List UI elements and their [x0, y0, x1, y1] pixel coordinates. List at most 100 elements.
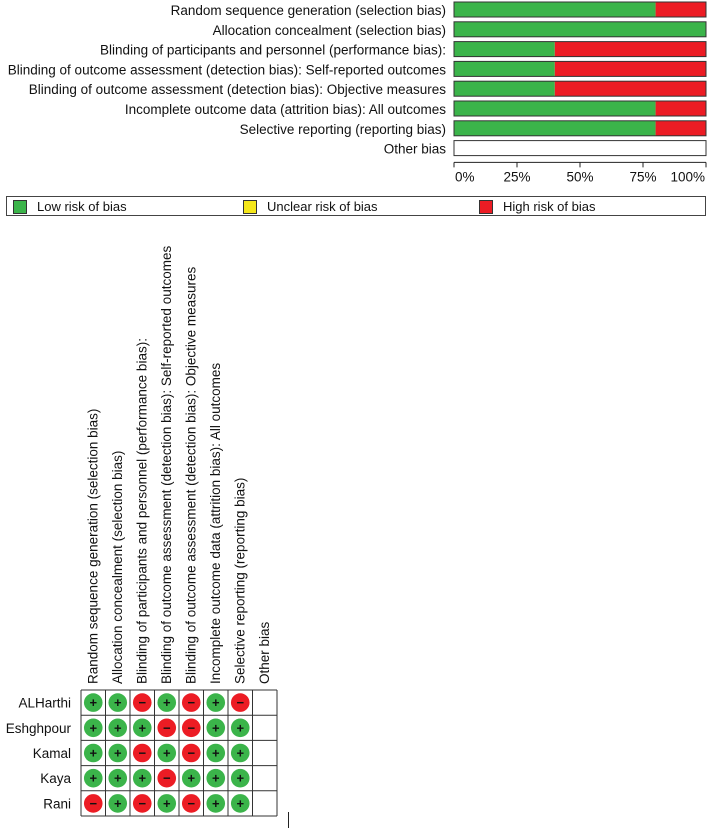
- judgement-symbol: +: [114, 746, 122, 761]
- low-risk-circle: [157, 794, 177, 813]
- summary-bar-segment: [554, 61, 706, 77]
- legend-item-unclear: Unclear risk of bias: [243, 199, 378, 214]
- high-risk-circle: [181, 693, 201, 712]
- summary-bar-segment: [454, 81, 555, 97]
- low-risk-circle: [206, 768, 226, 788]
- summary-category-label: Blinding of outcome assessment (detectio…: [8, 62, 446, 77]
- judgement-symbol: −: [236, 695, 244, 710]
- judgement-symbol: +: [89, 771, 97, 786]
- legend-item-high: High risk of bias: [479, 199, 595, 214]
- summary-bar-segment: [554, 41, 706, 57]
- summary-x-tick-label: 25%: [503, 169, 530, 184]
- judgement-symbol: +: [114, 796, 122, 811]
- legend-label-low: Low risk of bias: [37, 199, 127, 214]
- judgement-symbol: +: [163, 796, 171, 811]
- legend-swatch-low: [13, 199, 27, 214]
- summary-bar-outline: [453, 140, 707, 157]
- low-risk-circle: [83, 743, 103, 763]
- traffic-column-label: Blinding of participants and personnel (…: [134, 338, 149, 684]
- summary-category-label: Selective reporting (reporting bias): [240, 122, 446, 137]
- summary-bar-outline: [453, 60, 707, 77]
- summary-category-label: Incomplete outcome data (attrition bias)…: [125, 102, 446, 117]
- summary-bar-segment: [454, 101, 656, 116]
- summary-category-label: Random sequence generation (selection bi…: [171, 3, 446, 18]
- high-risk-circle: [132, 743, 152, 763]
- judgement-symbol: +: [114, 695, 122, 710]
- judgement-symbol: +: [187, 771, 195, 786]
- legend-label-unclear: Unclear risk of bias: [267, 199, 378, 214]
- low-risk-circle: [230, 718, 250, 738]
- judgement-symbol: +: [114, 771, 122, 786]
- summary-bar-outline: [453, 120, 707, 137]
- summary-category-label: Allocation concealment (selection bias): [213, 23, 446, 38]
- low-risk-circle: [157, 743, 177, 763]
- judgement-symbol: +: [163, 695, 171, 710]
- judgement-symbol: +: [212, 695, 220, 710]
- judgement-symbol: +: [89, 746, 97, 761]
- low-risk-circle: [206, 718, 226, 738]
- summary-bar-segment: [655, 2, 706, 17]
- judgement-symbol: −: [163, 771, 171, 786]
- traffic-study-label: ALHarthi: [18, 696, 71, 711]
- judgement-symbol: +: [212, 746, 220, 761]
- low-risk-circle: [230, 794, 250, 813]
- low-risk-circle: [206, 794, 226, 813]
- legend: Low risk of bias Unclear risk of bias Hi…: [6, 196, 706, 216]
- traffic-column-label: Blinding of outcome assessment (detectio…: [183, 267, 198, 684]
- judgement-symbol: +: [89, 720, 97, 735]
- summary-bar-outline: [453, 21, 707, 38]
- low-risk-circle: [83, 693, 103, 712]
- judgement-symbol: +: [212, 771, 220, 786]
- high-risk-circle: [157, 718, 177, 738]
- summary-bar-segment: [454, 2, 656, 17]
- low-risk-circle: [181, 768, 201, 788]
- judgement-symbol: +: [138, 720, 146, 735]
- low-risk-circle: [83, 768, 103, 788]
- high-risk-circle: [83, 794, 103, 813]
- judgement-symbol: +: [236, 796, 244, 811]
- legend-swatch-high: [479, 199, 493, 214]
- summary-bar-segment: [655, 101, 706, 116]
- summary-bar-segment: [454, 61, 555, 77]
- summary-category-label: Blinding of outcome assessment (detectio…: [29, 82, 446, 97]
- low-risk-circle: [132, 768, 152, 788]
- judgement-symbol: +: [163, 746, 171, 761]
- judgement-symbol: +: [236, 771, 244, 786]
- summary-x-tick-label: 100%: [670, 169, 705, 184]
- low-risk-circle: [206, 693, 226, 712]
- traffic-column-label: Selective reporting (reporting bias): [232, 478, 247, 684]
- low-risk-circle: [83, 718, 103, 738]
- summary-bar-outline: [453, 100, 707, 117]
- low-risk-circle: [206, 743, 226, 763]
- judgement-symbol: −: [187, 796, 195, 811]
- summary-bar-outline: [453, 80, 707, 97]
- traffic-study-label: Kaya: [40, 771, 71, 786]
- judgement-symbol: −: [163, 720, 171, 735]
- judgement-symbol: +: [212, 720, 220, 735]
- judgement-symbol: −: [138, 796, 146, 811]
- traffic-study-label: Rani: [43, 796, 71, 811]
- low-risk-circle: [230, 743, 250, 763]
- summary-bar-segment: [454, 120, 656, 136]
- high-risk-circle: [132, 794, 152, 813]
- low-risk-circle: [108, 693, 128, 712]
- low-risk-circle: [108, 794, 128, 813]
- traffic-column-label: Allocation concealment (selection bias): [110, 451, 125, 684]
- traffic-column-label: Incomplete outcome data (attrition bias)…: [208, 363, 223, 684]
- judgement-symbol: −: [187, 720, 195, 735]
- judgement-symbol: +: [236, 746, 244, 761]
- low-risk-circle: [108, 718, 128, 738]
- judgement-symbol: −: [138, 695, 146, 710]
- high-risk-circle: [181, 718, 201, 738]
- risk-of-bias-summary-chart: Random sequence generation (selection bi…: [8, 1, 707, 184]
- summary-x-tick-label: 75%: [629, 169, 656, 184]
- text-cursor-mark: [288, 812, 289, 828]
- high-risk-circle: [230, 693, 250, 712]
- high-risk-circle: [157, 768, 177, 788]
- summary-category-label: Other bias: [384, 142, 447, 157]
- low-risk-circle: [132, 718, 152, 738]
- low-risk-circle: [108, 743, 128, 763]
- summary-bar-segment: [454, 41, 555, 57]
- judgement-symbol: +: [236, 720, 244, 735]
- traffic-study-label: Eshghpour: [6, 721, 72, 736]
